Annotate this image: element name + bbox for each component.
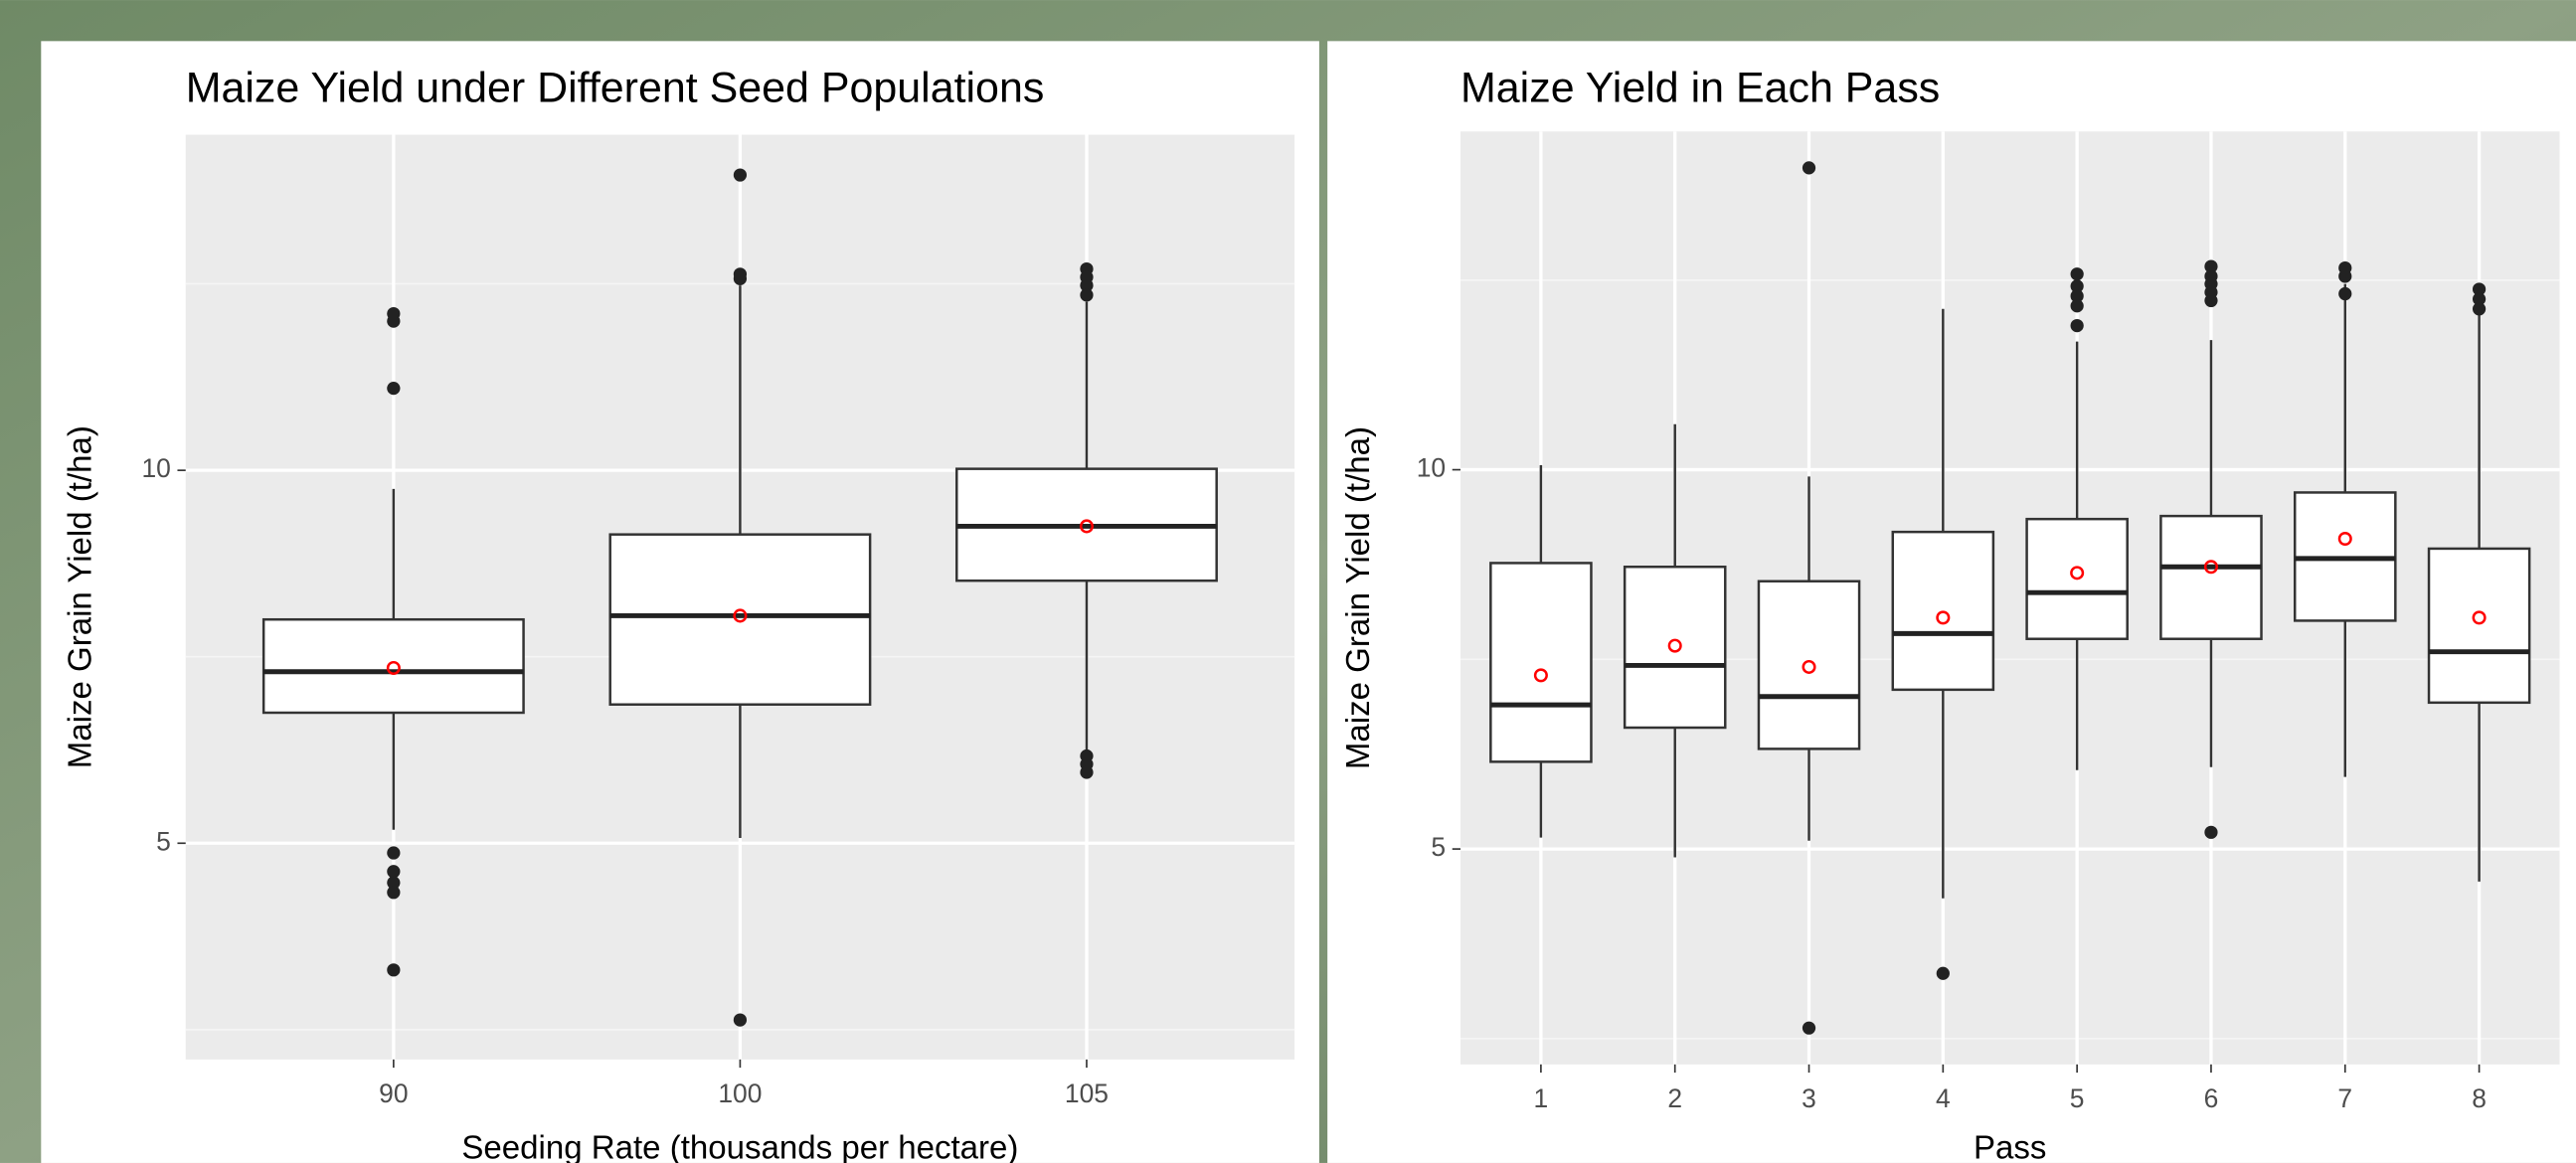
outlier [387,963,401,977]
outlier [733,271,748,285]
outlier [2472,292,2487,306]
x-tick-label: 3 [1802,1083,1816,1113]
x-tick-label: 100 [718,1079,762,1108]
x-tick-label: 6 [2204,1083,2219,1113]
x-tick-label: 8 [2472,1083,2487,1113]
outlier [387,876,401,890]
x-axis-title: Pass [1974,1129,2046,1163]
y-tick-label: 5 [1431,832,1446,862]
x-tick-label: 105 [1065,1079,1109,1108]
outlier [733,168,748,182]
outlier [1936,966,1950,980]
y-tick-label: 10 [141,453,170,483]
mean-marker [2070,566,2085,581]
outlier [2338,269,2352,283]
outlier [2070,299,2084,313]
mean-marker [1936,610,1951,625]
mean-marker [1802,659,1816,674]
x-tick-label: 90 [379,1079,408,1108]
outlier [2472,302,2487,316]
mean-marker [2472,610,2487,625]
mean-marker [2203,560,2218,575]
outlier [1080,765,1094,779]
y-tick-label: 5 [156,826,171,856]
outlier [1080,288,1094,302]
box [2427,547,2531,705]
mean-marker [1533,668,1548,683]
y-axis-title: Maize Grain Yield (t/ha) [62,425,98,768]
box [1489,562,1593,763]
x-tick-label: 5 [2070,1083,2085,1113]
outlier [1080,278,1094,292]
outlier [2070,279,2084,293]
outlier [2070,289,2084,303]
x-tick-label: 7 [2337,1083,2352,1113]
x-tick-label: 2 [1667,1083,1682,1113]
box [608,533,872,706]
mean-marker [1079,519,1094,534]
x-axis-title: Seeding Rate (thousands per hectare) [461,1129,1018,1163]
outlier [2338,286,2352,301]
y-tick-label: 10 [1417,453,1446,483]
box [2159,514,2263,640]
outlier [2070,267,2084,281]
outlier [2070,318,2084,333]
outlier [2472,282,2487,296]
outlier [387,865,401,879]
outlier [387,846,401,860]
outlier [2204,825,2218,839]
box [1757,580,1861,750]
box [1623,565,1727,730]
outlier [387,314,401,328]
chart-title: Maize Yield in Each Pass [1460,64,1940,111]
mean-marker [2337,531,2352,547]
x-tick-label: 1 [1534,1083,1549,1113]
outlier [1802,1021,1816,1035]
outlier [2204,293,2218,308]
box [261,617,525,715]
mean-marker [733,608,748,623]
outlier [387,886,401,900]
mean-marker [386,660,401,675]
outlier [387,382,401,396]
mean-marker [1667,638,1682,653]
x-tick-label: 4 [1936,1083,1951,1113]
chart-title: Maize Yield under Different Seed Populat… [186,64,1045,111]
outlier [2204,259,2218,273]
outlier [733,1013,748,1027]
y-axis-title: Maize Grain Yield (t/ha) [1340,426,1377,769]
outlier [1802,161,1816,175]
